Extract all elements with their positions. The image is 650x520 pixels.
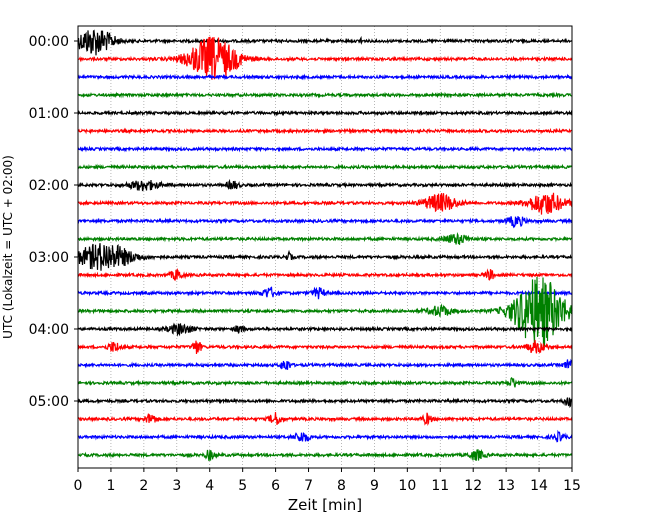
trace-line <box>77 91 573 99</box>
x-tick-label: 4 <box>205 478 214 494</box>
y-axis-label: UTC (Lokalzeit = UTC + 02:00) <box>1 155 15 339</box>
x-tick-label: 8 <box>337 478 346 494</box>
x-tick-label: 11 <box>431 478 449 494</box>
x-tick-label: 12 <box>464 478 482 494</box>
x-tick-label: 10 <box>398 478 416 494</box>
trace-line <box>77 36 573 80</box>
trace-line <box>77 339 573 355</box>
y-tick-label: 03:00 <box>29 250 69 266</box>
y-tick-label: 02:00 <box>29 178 69 194</box>
plot-frame <box>77 25 573 469</box>
trace-line <box>77 73 573 81</box>
y-axis: 00:00 01:00 02:00 03:00 04:00 05:00 <box>29 34 78 410</box>
y-tick-label: 00:00 <box>29 34 69 50</box>
x-tick-label: 5 <box>238 478 247 494</box>
x-axis-label: Zeit [min] <box>288 496 362 514</box>
x-tick-label: 14 <box>530 478 548 494</box>
trace-line <box>77 216 573 229</box>
trace-line <box>77 192 573 215</box>
trace-line <box>77 358 573 370</box>
trace-line <box>77 145 573 153</box>
x-tick-label: 6 <box>271 478 280 494</box>
trace-line <box>77 243 573 271</box>
trace-line <box>77 376 573 388</box>
trace-line <box>77 127 573 135</box>
trace-line <box>77 412 573 427</box>
y-tick-label: 04:00 <box>29 322 69 338</box>
y-tick-label: 01:00 <box>29 106 69 122</box>
trace-line <box>77 163 573 171</box>
y-tick-label: 05:00 <box>29 394 69 410</box>
trace-line <box>78 448 573 462</box>
x-tick-label: 3 <box>172 478 181 494</box>
x-tick-label: 13 <box>497 478 515 494</box>
trace-line <box>78 276 573 347</box>
trace-line <box>77 322 573 337</box>
trace-line <box>77 286 573 300</box>
trace-line <box>77 29 573 56</box>
x-tick-label: 15 <box>563 478 581 494</box>
x-tick-label: 7 <box>304 478 313 494</box>
trace-line <box>77 178 573 192</box>
trace-line <box>77 267 573 282</box>
x-tick-label: 2 <box>139 478 148 494</box>
trace-line <box>77 109 573 117</box>
x-axis: 0 1 2 3 4 5 6 7 8 9 10 11 12 13 14 15 <box>74 468 581 494</box>
x-tick-label: 9 <box>370 478 379 494</box>
trace-line <box>77 429 573 443</box>
trace-group <box>77 29 573 462</box>
x-tick-label: 0 <box>74 478 83 494</box>
trace-line <box>77 232 573 245</box>
x-tick-label: 1 <box>106 478 115 494</box>
trace-line <box>77 397 573 409</box>
